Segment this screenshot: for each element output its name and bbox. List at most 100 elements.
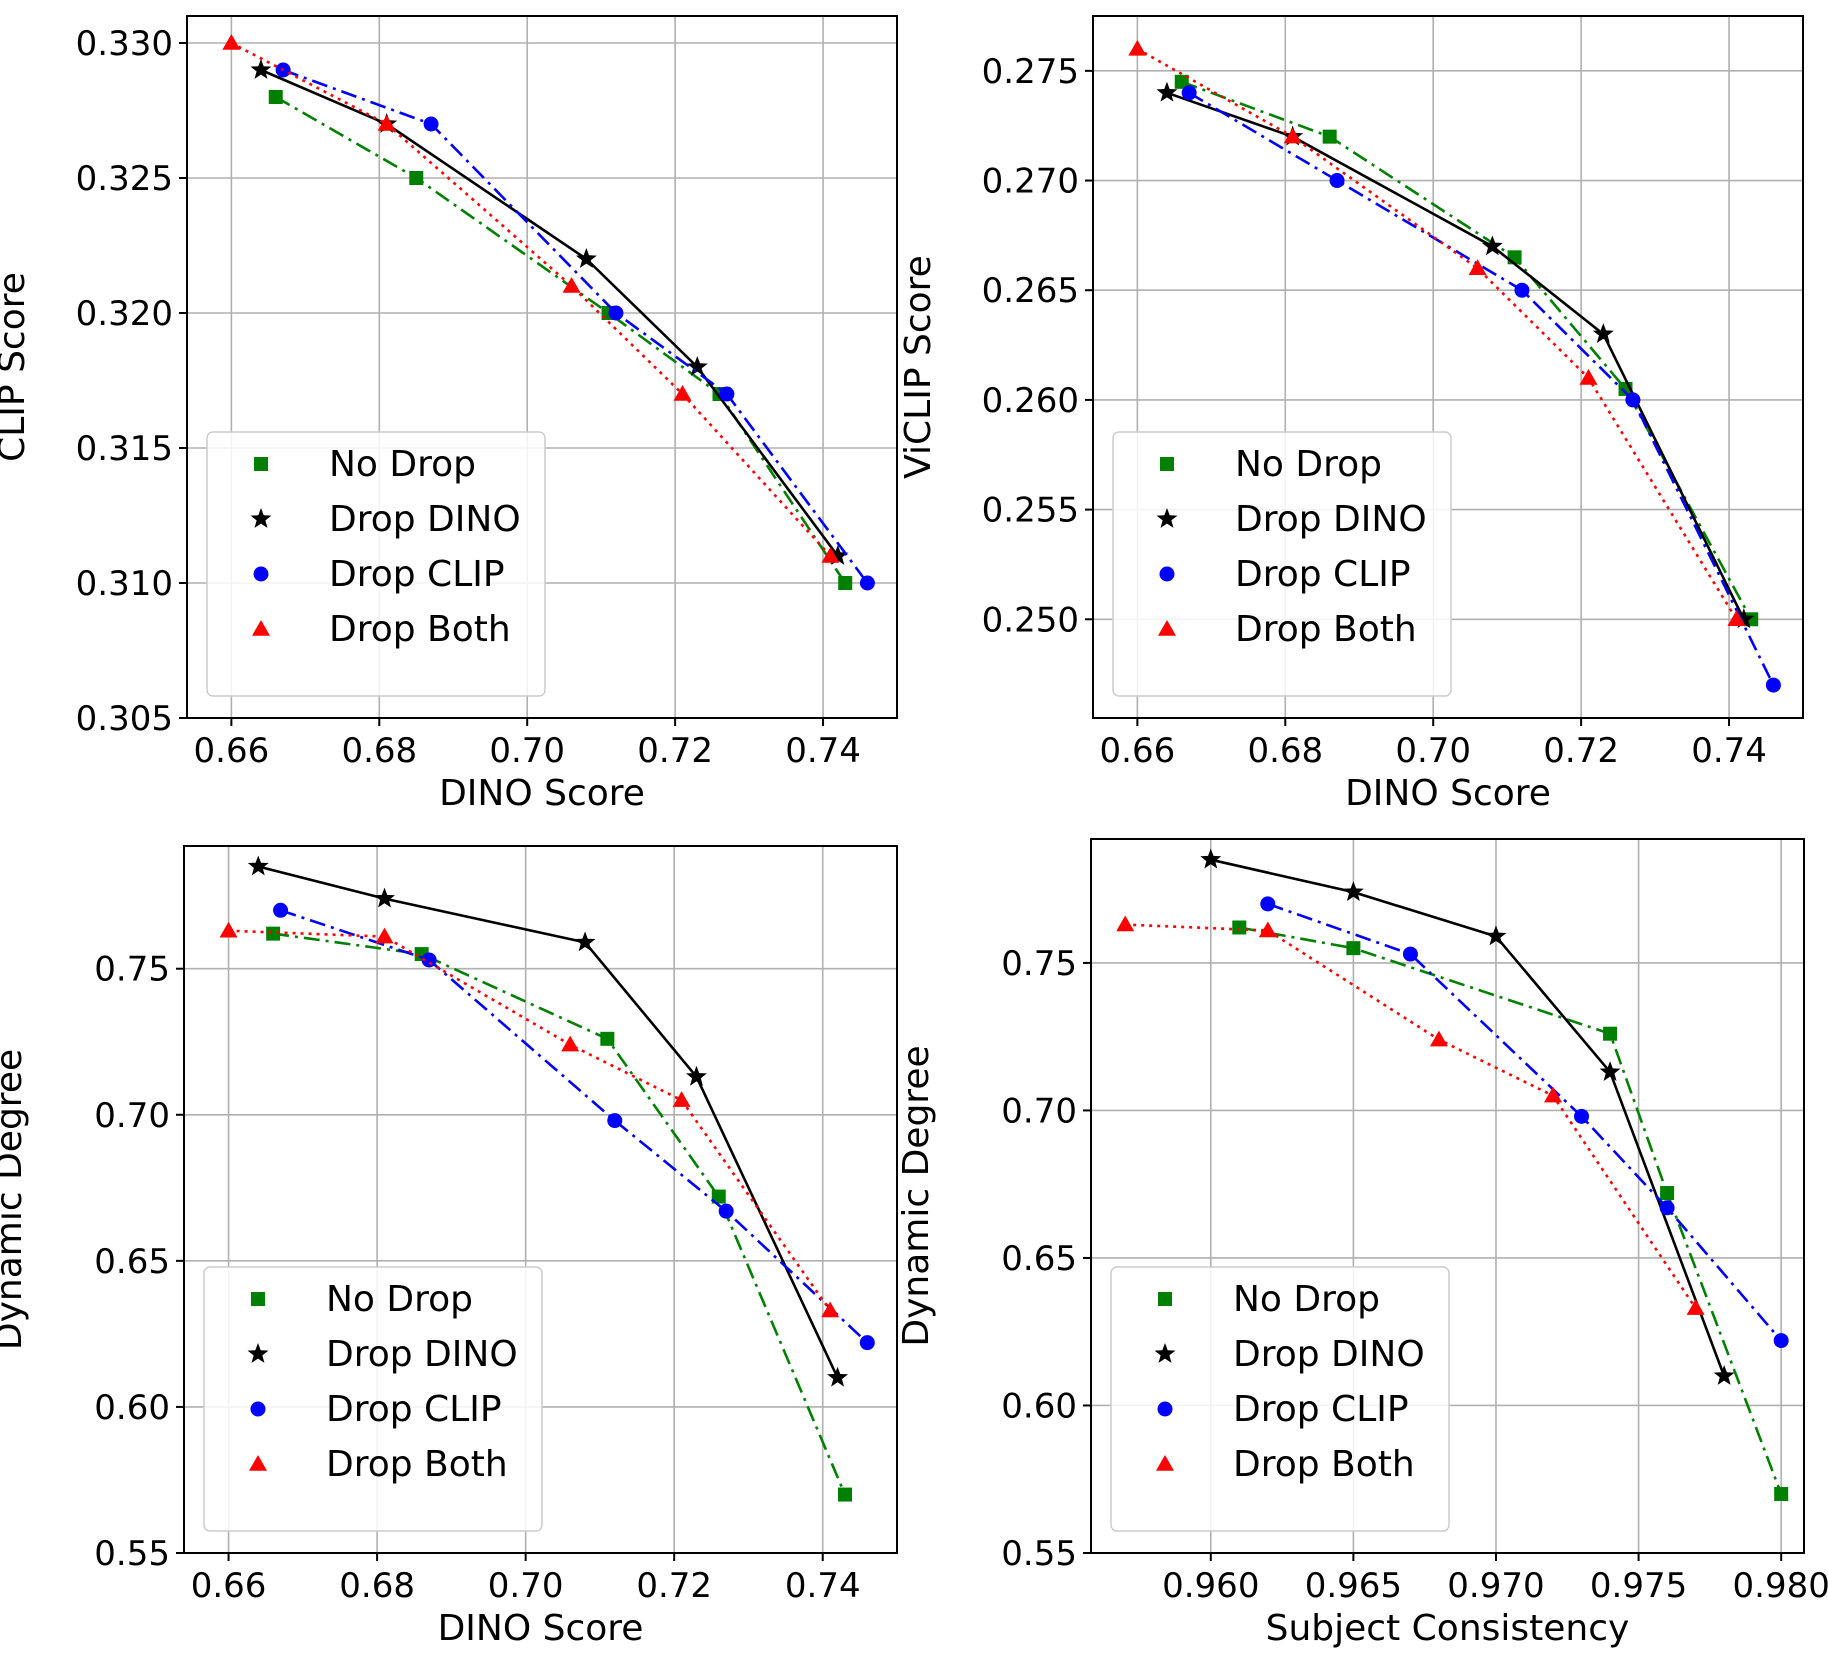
legend: No Drop Drop DINO Drop CLIP Drop Both	[203, 1266, 543, 1532]
legend-label: No Drop	[1235, 444, 1382, 485]
x-tick-label: 0.975	[1590, 1566, 1687, 1606]
data-point-drop-clip	[1659, 1200, 1675, 1216]
data-point-drop-clip	[1514, 282, 1530, 298]
plot-frame	[183, 845, 898, 1554]
legend-label: Drop Both	[329, 609, 511, 650]
legend-box	[206, 431, 546, 697]
data-point-drop-both	[222, 34, 241, 50]
legend: No Drop Drop DINO Drop CLIP Drop Both	[1112, 431, 1452, 697]
y-tick-label: 0.330	[76, 24, 173, 64]
data-point-drop-dino	[827, 545, 849, 565]
x-tick-label: 0.74	[1691, 731, 1767, 771]
data-point-no-drop	[1346, 941, 1361, 956]
legend-label: Drop CLIP	[329, 554, 505, 595]
legend-label: No Drop	[1233, 1279, 1380, 1320]
legend-label: Drop DINO	[329, 499, 521, 540]
data-point-drop-dino	[1599, 1061, 1621, 1081]
legend-box	[1112, 431, 1452, 697]
plot-frame	[186, 15, 898, 719]
series-line-drop-clip	[282, 68, 869, 584]
data-point-drop-dino	[1485, 925, 1507, 946]
data-point-drop-both	[1258, 921, 1277, 938]
data-point-no-drop	[1660, 1186, 1675, 1201]
data-point-drop-both	[375, 927, 394, 944]
data-point-drop-both	[673, 385, 692, 401]
y-axis-label: Dynamic Degree	[896, 1045, 937, 1346]
y-tick-label: 0.275	[982, 52, 1079, 92]
data-point-drop-both	[1686, 1299, 1705, 1315]
y-axis-label: CLIP Score	[0, 272, 33, 462]
data-point-drop-both	[1544, 1086, 1563, 1103]
y-tick-label: 0.310	[76, 564, 173, 604]
data-point-drop-clip	[1765, 677, 1781, 693]
data-point-drop-clip	[1402, 946, 1418, 962]
data-point-no-drop	[266, 926, 281, 941]
legend-marker-drop-both	[252, 620, 270, 636]
data-point-drop-clip	[1181, 85, 1197, 101]
y-tick-label: 0.265	[982, 271, 1079, 311]
data-point-drop-both	[672, 1091, 691, 1107]
x-tick-label: 0.70	[489, 731, 565, 771]
legend-label: Drop CLIP	[1235, 554, 1411, 595]
data-point-drop-dino	[686, 356, 708, 376]
y-tick-label: 0.55	[94, 1534, 170, 1574]
y-tick-label: 0.250	[982, 600, 1079, 640]
data-point-drop-clip	[607, 1113, 623, 1129]
legend-marker-no-drop	[1158, 1292, 1172, 1306]
y-tick-label: 0.75	[1001, 944, 1077, 984]
data-point-drop-both	[1128, 39, 1147, 56]
data-point-drop-dino	[686, 1065, 707, 1086]
y-tick-label: 0.305	[76, 699, 173, 739]
legend-marker-drop-both	[1158, 620, 1176, 636]
x-tick-label: 0.72	[1543, 731, 1619, 771]
series-line-drop-both	[228, 929, 832, 1312]
chart-panel-2: 0.66 0.68 0.70 0.72 0.74 0.250 0.255 0.260 0.265…	[898, 15, 1804, 814]
data-point-drop-clip	[1329, 173, 1345, 189]
y-tick-label: 0.65	[1001, 1239, 1077, 1279]
x-tick-label: 0.66	[1100, 731, 1176, 771]
legend-marker-drop-clip	[253, 566, 269, 582]
y-tick-label: 0.315	[76, 429, 173, 469]
data-point-drop-both	[1429, 1030, 1448, 1047]
y-tick-label: 0.70	[1001, 1091, 1077, 1131]
data-point-no-drop	[1174, 74, 1189, 89]
data-point-drop-both	[562, 277, 581, 293]
x-tick-label: 0.74	[785, 1566, 861, 1606]
y-tick-label: 0.325	[76, 159, 173, 199]
data-point-drop-clip	[718, 1203, 734, 1219]
y-tick-label: 0.75	[94, 950, 170, 990]
legend-marker-drop-clip	[1159, 566, 1175, 582]
data-point-drop-dino	[1200, 848, 1222, 869]
chart-panel-3: 0.66 0.68 0.70 0.72 0.74 0.55 0.60 0.65 0.70 0.75…	[0, 845, 898, 1649]
x-axis-label: DINO Score	[438, 1608, 644, 1649]
x-tick-label: 0.66	[194, 731, 270, 771]
data-point-drop-both	[821, 547, 840, 563]
series-line-drop-both	[230, 41, 832, 557]
data-point-drop-dino	[250, 59, 272, 79]
legend-marker-drop-dino	[1154, 1343, 1176, 1363]
legend-label: Drop DINO	[1235, 499, 1427, 540]
legend-label: Drop Both	[1235, 609, 1417, 650]
data-point-drop-both	[561, 1035, 580, 1052]
data-point-drop-clip	[1625, 392, 1641, 408]
y-tick-label: 0.320	[76, 294, 173, 334]
data-point-drop-dino	[1733, 608, 1755, 629]
data-point-drop-dino	[1481, 235, 1503, 256]
legend: No Drop Drop DINO Drop CLIP Drop Both	[1110, 1266, 1450, 1532]
data-point-no-drop	[711, 1189, 726, 1204]
legend-label: Drop Both	[326, 1444, 508, 1485]
legend-label: Drop CLIP	[1233, 1389, 1409, 1430]
data-point-no-drop	[1232, 920, 1247, 935]
data-point-drop-dino	[574, 931, 596, 952]
data-point-drop-both	[1727, 610, 1746, 627]
x-axis-label: DINO Score	[1345, 773, 1551, 814]
legend-marker-no-drop	[1160, 457, 1174, 471]
legend-label: Drop CLIP	[326, 1389, 502, 1430]
x-tick-label: 0.68	[341, 731, 417, 771]
data-point-drop-dino	[1592, 323, 1614, 343]
data-point-drop-both	[377, 115, 396, 131]
x-tick-label: 0.70	[1395, 731, 1471, 771]
data-point-drop-clip	[859, 1335, 875, 1351]
y-tick-label: 0.260	[982, 381, 1079, 421]
